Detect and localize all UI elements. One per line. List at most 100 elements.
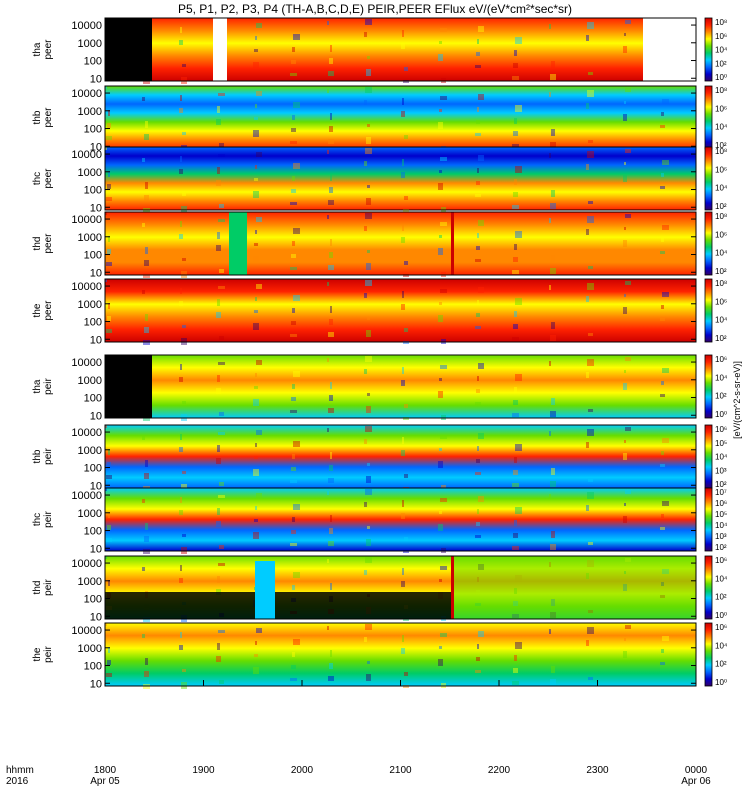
speckle bbox=[290, 73, 297, 76]
speckle bbox=[108, 236, 110, 242]
speckle bbox=[217, 576, 220, 583]
speckle bbox=[404, 404, 408, 408]
speckle bbox=[475, 472, 481, 475]
speckle bbox=[587, 151, 594, 158]
speckle bbox=[329, 319, 333, 325]
speckle bbox=[512, 483, 519, 487]
speckle bbox=[367, 317, 370, 320]
y-tick-label: 1000 bbox=[78, 167, 102, 179]
speckle bbox=[144, 536, 149, 542]
speckle bbox=[107, 462, 111, 467]
speckle bbox=[402, 224, 404, 231]
speckle bbox=[477, 509, 479, 514]
speckle bbox=[512, 413, 519, 417]
panel-frame bbox=[104, 17, 697, 82]
speckle bbox=[404, 672, 408, 676]
speckle bbox=[106, 538, 112, 542]
speckle bbox=[182, 401, 186, 404]
speckle bbox=[438, 524, 443, 531]
speckle bbox=[478, 287, 484, 293]
spectrogram-4 bbox=[105, 212, 696, 275]
panel-label: thapeer bbox=[32, 39, 54, 60]
no-data-block bbox=[105, 18, 152, 81]
speckle bbox=[512, 144, 519, 148]
speckle bbox=[662, 225, 669, 230]
speckle bbox=[180, 434, 182, 440]
speckle bbox=[514, 311, 517, 317]
speckle bbox=[255, 373, 257, 377]
speckle bbox=[217, 445, 220, 452]
speckle bbox=[401, 450, 405, 456]
speckle bbox=[551, 468, 555, 475]
speckle bbox=[549, 92, 551, 97]
speckle bbox=[438, 248, 443, 255]
speckle bbox=[662, 438, 669, 443]
colorbar-8 bbox=[704, 487, 713, 552]
speckle bbox=[661, 649, 664, 653]
speckle bbox=[550, 268, 556, 274]
speckle bbox=[477, 168, 479, 173]
speckle bbox=[253, 256, 259, 263]
speckle bbox=[586, 164, 589, 170]
colorbar-6 bbox=[704, 354, 713, 419]
speckle bbox=[182, 534, 186, 537]
speckle bbox=[219, 545, 224, 549]
colorbar-tick-label: 10⁴ bbox=[715, 641, 728, 650]
speckle bbox=[401, 304, 405, 310]
speckle bbox=[624, 638, 626, 641]
speckle bbox=[329, 663, 333, 669]
speckle bbox=[179, 108, 183, 113]
speckle bbox=[108, 647, 110, 653]
speckle bbox=[475, 670, 481, 673]
speckle bbox=[478, 94, 484, 100]
speckle bbox=[661, 238, 664, 242]
speckle bbox=[550, 335, 556, 341]
speckle bbox=[218, 563, 225, 566]
speckle bbox=[401, 43, 405, 49]
speckle bbox=[255, 297, 257, 301]
speckle bbox=[402, 291, 404, 298]
speckle bbox=[402, 635, 404, 642]
speckle bbox=[587, 359, 594, 366]
panel-label: thbpeer bbox=[32, 107, 54, 128]
speckle bbox=[401, 513, 405, 519]
speckle bbox=[108, 303, 110, 309]
speckle bbox=[108, 449, 110, 455]
speckle bbox=[216, 312, 221, 318]
speckle bbox=[290, 141, 297, 144]
colorbar-9 bbox=[704, 555, 713, 620]
speckle bbox=[327, 491, 329, 495]
speckle bbox=[327, 21, 329, 25]
colorbar-tick-label: 10⁸ bbox=[715, 86, 727, 95]
speckle bbox=[219, 336, 224, 340]
y-tick-label: 10000 bbox=[71, 214, 102, 226]
speckle bbox=[551, 190, 555, 197]
x-tick-label: 1900 bbox=[192, 765, 215, 776]
spectrogram-5 bbox=[105, 279, 696, 342]
spectrogram-10 bbox=[105, 623, 696, 686]
speckle bbox=[180, 497, 182, 503]
panel-2: 10 100 1000 10000 thbpeer 10² 10⁴ 10⁶ 10⁸ bbox=[32, 85, 728, 153]
speckle bbox=[587, 627, 594, 634]
speckle bbox=[290, 334, 297, 337]
speckle bbox=[586, 505, 589, 511]
colorbar-tick-label: 10⁶ bbox=[715, 104, 727, 113]
speckle bbox=[477, 107, 479, 112]
speckle bbox=[218, 154, 225, 157]
speckle bbox=[108, 110, 110, 116]
speckle bbox=[662, 99, 669, 104]
speckle bbox=[513, 400, 518, 405]
x-tick-label: 2100 bbox=[389, 765, 412, 776]
speckle bbox=[401, 581, 405, 587]
speckle bbox=[253, 191, 259, 198]
speckle bbox=[219, 412, 224, 416]
panel-label-probe: thc bbox=[32, 172, 43, 185]
speckle bbox=[365, 557, 372, 563]
speckle bbox=[662, 160, 669, 165]
speckle bbox=[145, 658, 148, 665]
speckle bbox=[179, 301, 183, 306]
colorbar-tick-label: 10⁴ bbox=[715, 574, 728, 583]
speckle bbox=[440, 222, 447, 226]
speckle bbox=[293, 295, 300, 301]
